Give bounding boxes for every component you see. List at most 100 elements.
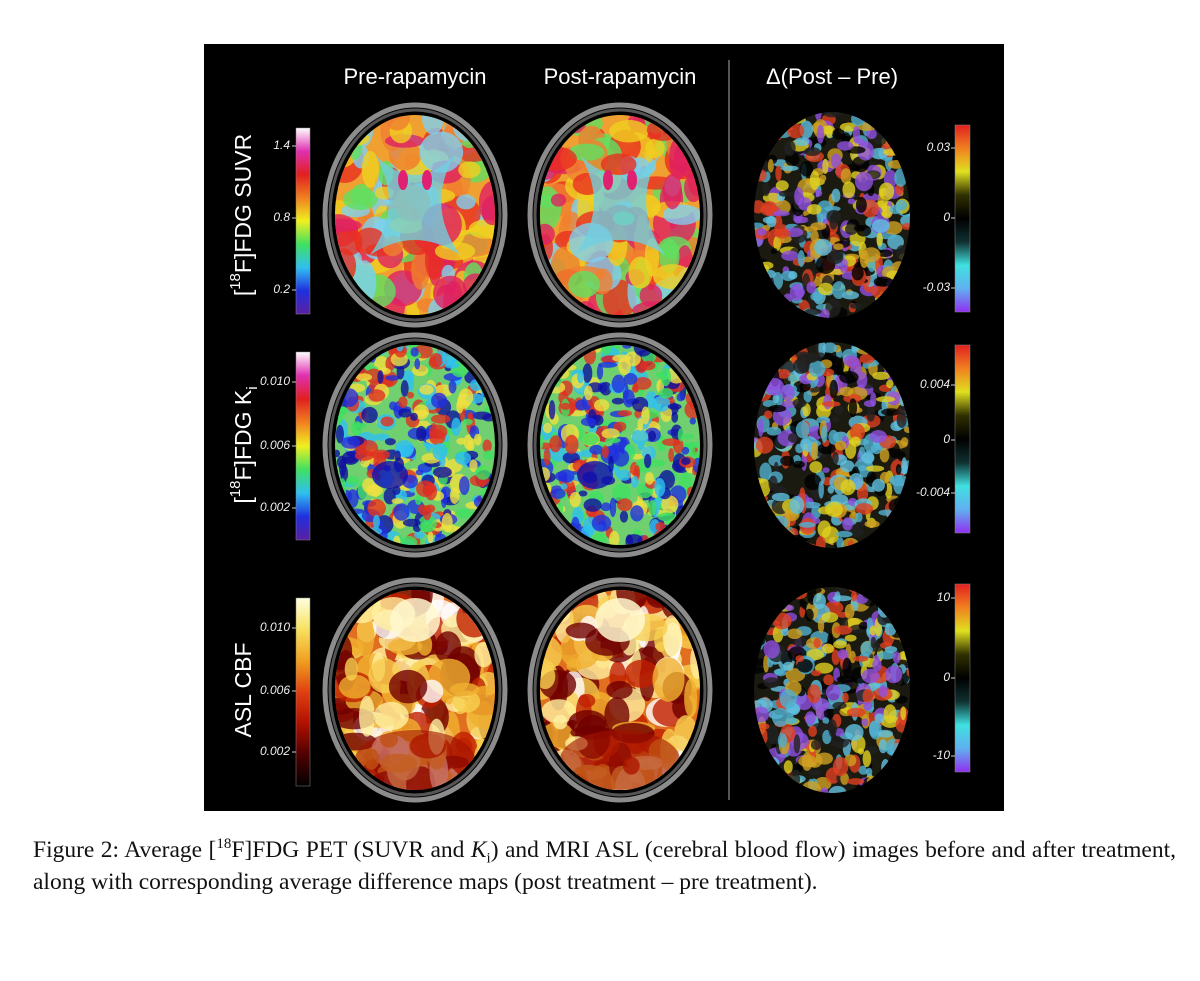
brain-texture	[482, 450, 495, 461]
brain-texture	[668, 448, 675, 463]
brain-texture	[583, 498, 602, 512]
brain-texture	[858, 621, 869, 630]
brain-texture	[779, 689, 797, 709]
brain-texture	[789, 495, 805, 515]
brain-texture	[387, 638, 423, 655]
brain-texture	[655, 522, 666, 532]
brain-texture	[788, 271, 798, 280]
brain-texture	[566, 658, 582, 673]
brain-texture	[340, 436, 361, 449]
colorbar-tick-label: 10	[937, 590, 951, 604]
brain-texture	[869, 625, 877, 636]
brain-texture	[903, 426, 910, 434]
colorbar-tick-label: -0.004	[916, 485, 950, 499]
brain-texture	[631, 385, 639, 393]
brain-texture	[689, 417, 697, 425]
brain-texture	[817, 520, 832, 538]
brain-texture	[652, 657, 685, 702]
brain-texture	[617, 498, 633, 512]
brain-texture	[831, 188, 841, 203]
brain-texture	[825, 501, 843, 518]
brain-texture	[816, 124, 825, 144]
brain-texture	[428, 424, 448, 440]
brain-texture	[582, 363, 593, 383]
brain-texture	[560, 483, 568, 490]
brain-texture	[804, 608, 814, 622]
brain-texture	[780, 455, 795, 466]
brain-texture	[768, 455, 785, 467]
brain-texture	[772, 394, 780, 404]
brain-texture	[843, 355, 860, 367]
brain-texture	[867, 745, 878, 755]
brain-texture	[557, 469, 575, 483]
brain-texture	[801, 781, 821, 793]
skull	[322, 332, 508, 558]
brain-texture	[818, 480, 824, 499]
column-title: Δ(Post – Pre)	[766, 64, 898, 89]
brain-texture	[858, 465, 867, 472]
brain-texture	[351, 422, 367, 429]
brain-texture	[600, 153, 637, 176]
brain-texture	[377, 370, 384, 384]
brain-texture	[846, 707, 866, 718]
brain-texture	[459, 476, 470, 496]
brain-texture	[803, 389, 812, 403]
brain-texture	[599, 381, 612, 396]
brain-texture	[766, 215, 777, 228]
brain-texture	[842, 181, 856, 198]
brain-texture	[611, 397, 625, 405]
brain-texture	[795, 694, 813, 710]
brain-texture	[475, 465, 491, 480]
brain-texture	[877, 249, 893, 257]
colorbar-tick-label: 0	[943, 432, 950, 446]
brain-texture	[613, 421, 627, 432]
brain-texture	[393, 503, 410, 521]
brain-texture	[662, 615, 682, 657]
brain-texture	[861, 718, 869, 727]
brain-texture	[789, 283, 804, 301]
brain-texture	[808, 360, 826, 377]
brain-texture	[792, 398, 807, 408]
brain-texture	[644, 453, 652, 469]
colorbar-tick-label: -0.03	[923, 280, 951, 294]
brain-texture	[803, 147, 821, 157]
brain-texture	[863, 701, 873, 711]
brain-texture	[463, 434, 474, 450]
colorbar-tick-label: 0	[943, 670, 950, 684]
brain-texture	[768, 404, 787, 413]
brain-texture	[761, 201, 777, 214]
brain-texture	[859, 353, 875, 364]
brain-texture	[569, 491, 581, 508]
brain-texture	[609, 120, 649, 143]
brain-texture	[892, 651, 901, 664]
caption-text: Figure 2: Average [	[33, 837, 217, 863]
brain-texture	[338, 406, 348, 415]
brain-texture	[854, 171, 874, 192]
brain-texture	[822, 467, 830, 473]
brain-texture	[868, 720, 880, 738]
brain-texture	[656, 434, 667, 452]
brain-texture	[458, 388, 474, 406]
brain-texture	[864, 520, 880, 528]
brain-texture	[346, 475, 360, 486]
brain-texture	[388, 669, 428, 704]
brain-texture	[832, 756, 849, 777]
brain-texture	[886, 379, 894, 389]
brain-texture	[406, 391, 415, 399]
brain-texture	[834, 728, 845, 737]
brain-texture	[362, 477, 375, 493]
brain-texture	[837, 141, 854, 151]
brain-texture	[874, 713, 885, 724]
brain-texture	[681, 457, 691, 465]
brain-texture	[335, 218, 362, 232]
brain-texture	[623, 373, 638, 385]
hot-spot	[390, 598, 440, 642]
brain-texture	[553, 714, 568, 730]
brain-texture	[794, 137, 810, 146]
white-matter	[370, 155, 460, 255]
brain-texture	[840, 168, 852, 185]
brain-texture	[775, 180, 789, 191]
brain-texture	[568, 270, 600, 298]
brain-texture	[776, 368, 791, 379]
brain-texture	[860, 641, 873, 657]
